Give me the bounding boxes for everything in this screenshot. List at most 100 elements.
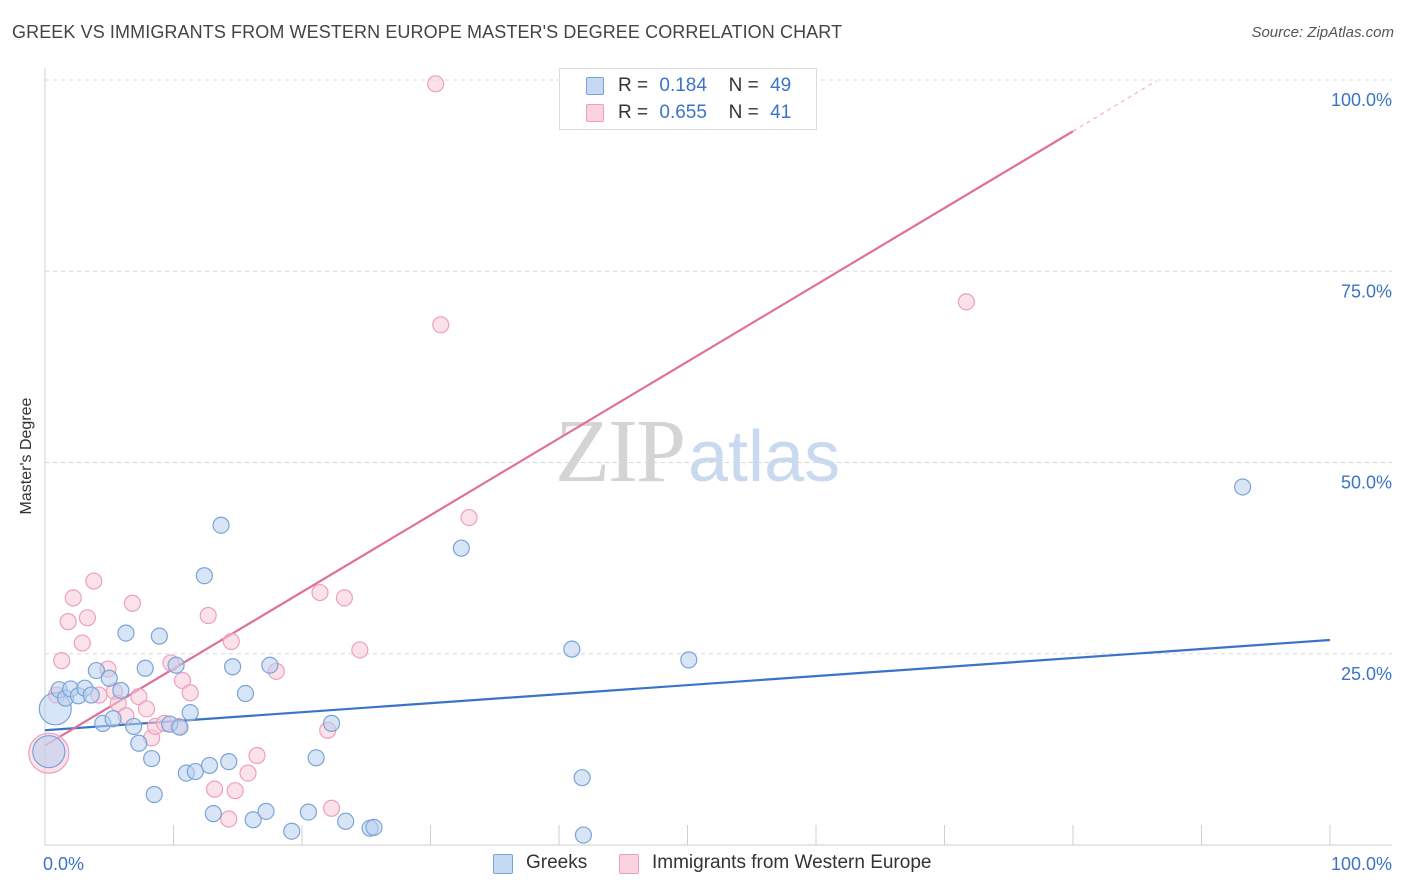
immigrants-point <box>137 700 156 718</box>
n-value: 49 <box>770 75 792 96</box>
greeks-point <box>195 567 213 585</box>
immigrants-point <box>123 594 141 612</box>
greeks-point <box>112 681 130 700</box>
greeks-trend-line <box>44 638 1331 732</box>
greeks-point <box>322 714 341 732</box>
data-points <box>28 75 1252 844</box>
greeks-point <box>1234 478 1252 496</box>
greeks-point <box>365 818 383 837</box>
source-label: Source: ZipAtlas.com <box>1251 24 1394 41</box>
immigrants-point <box>220 810 238 828</box>
legend-label-greeks: Greeks <box>526 852 588 873</box>
greeks-point <box>104 710 122 728</box>
y-tick-label: 25.0% <box>1341 664 1392 684</box>
immigrants-point <box>53 652 71 670</box>
greeks-point <box>563 640 581 658</box>
immigrants-point <box>59 613 77 631</box>
n-value: 41 <box>770 102 792 123</box>
legend-text-greeks: R = 0.184 N = 49 <box>618 75 791 97</box>
r-value: 0.655 <box>659 102 707 123</box>
legend-swatch-pink <box>586 104 604 122</box>
immigrants-point <box>322 799 341 817</box>
y-tick-label: 75.0% <box>1341 281 1392 301</box>
greeks-point <box>307 749 325 767</box>
immigrants-point <box>181 684 199 702</box>
legend-label-immigrants: Immigrants from Western Europe <box>652 852 932 873</box>
immigrants-point <box>130 687 148 706</box>
greeks-point <box>125 717 143 736</box>
correlation-legend: R = 0.184 N = 49 R = 0.655 N = 41 <box>559 68 817 130</box>
immigrants-point <box>311 583 329 602</box>
x-tick-label: 100.0% <box>1331 854 1392 874</box>
immigrants-point <box>64 589 82 607</box>
greeks-point <box>136 659 154 677</box>
axes <box>44 68 1392 846</box>
legend-swatch-pink <box>619 854 639 874</box>
immigrants-point <box>957 293 975 311</box>
greeks-point <box>82 686 100 704</box>
immigrants-point <box>226 782 244 800</box>
chart-title: GREEK VS IMMIGRANTS FROM WESTERN EUROPE … <box>12 22 843 42</box>
greeks-point <box>337 812 355 830</box>
r-label: R = <box>618 102 649 123</box>
greeks-point <box>145 785 163 804</box>
greeks-point <box>130 734 148 752</box>
greeks-point <box>220 753 238 771</box>
immigrants-point <box>460 508 478 527</box>
greeks-point <box>680 651 698 669</box>
greeks-point <box>167 656 185 674</box>
legend-swatch-blue <box>493 854 513 874</box>
greeks-point <box>186 762 204 781</box>
greeks-point <box>452 539 470 557</box>
greeks-point <box>32 735 66 769</box>
y-tick-label: 50.0% <box>1341 473 1392 493</box>
watermark-zip: ZIP <box>555 402 686 501</box>
immigrants-point <box>206 780 224 798</box>
greeks-point <box>573 769 591 787</box>
greeks-point <box>574 826 593 844</box>
greeks-point <box>236 684 255 703</box>
greeks-point <box>171 718 189 736</box>
y-axis-label: Master's Degree <box>18 397 35 515</box>
greeks-point <box>261 656 279 674</box>
y-tick-label: 100.0% <box>1331 90 1392 110</box>
greeks-point <box>117 624 135 642</box>
immigrants-point <box>427 75 445 93</box>
immigrants-point <box>248 746 266 765</box>
immigrants-point <box>239 764 257 782</box>
immigrants-trend-extension <box>1072 80 1157 132</box>
immigrants-point <box>73 634 91 652</box>
greeks-point <box>224 658 242 676</box>
greeks-point <box>283 822 301 840</box>
greeks-point <box>87 661 106 680</box>
greeks-point <box>200 756 219 775</box>
immigrants-point <box>85 572 103 590</box>
watermark: ZIPatlas <box>555 400 840 503</box>
r-value: 0.184 <box>659 75 707 96</box>
immigrants-point <box>351 641 369 659</box>
immigrants-point <box>199 606 217 625</box>
immigrants-point <box>173 671 192 690</box>
n-label: N = <box>728 102 759 123</box>
greeks-point <box>150 627 168 645</box>
immigrants-point <box>78 609 97 627</box>
greeks-point <box>181 704 199 722</box>
immigrants-trend-line <box>44 130 1074 747</box>
immigrants-point <box>222 632 240 651</box>
greeks-point <box>143 749 161 768</box>
n-label: N = <box>728 75 759 96</box>
r-label: R = <box>618 75 649 96</box>
greeks-point <box>100 669 118 687</box>
watermark-atlas: atlas <box>688 417 841 497</box>
legend-swatch-blue <box>586 77 604 95</box>
tick-labels: 25.0% 50.0% 75.0% 100.0% 0.0% 100.0% <box>43 90 1392 874</box>
immigrants-point <box>335 589 354 607</box>
grid-lines <box>45 79 1392 655</box>
greeks-point <box>244 811 262 829</box>
greeks-point <box>299 803 318 821</box>
greeks-point <box>204 805 222 823</box>
immigrants-point <box>432 316 450 334</box>
x-tick-label: 0.0% <box>43 854 84 874</box>
trend-lines <box>44 80 1331 747</box>
